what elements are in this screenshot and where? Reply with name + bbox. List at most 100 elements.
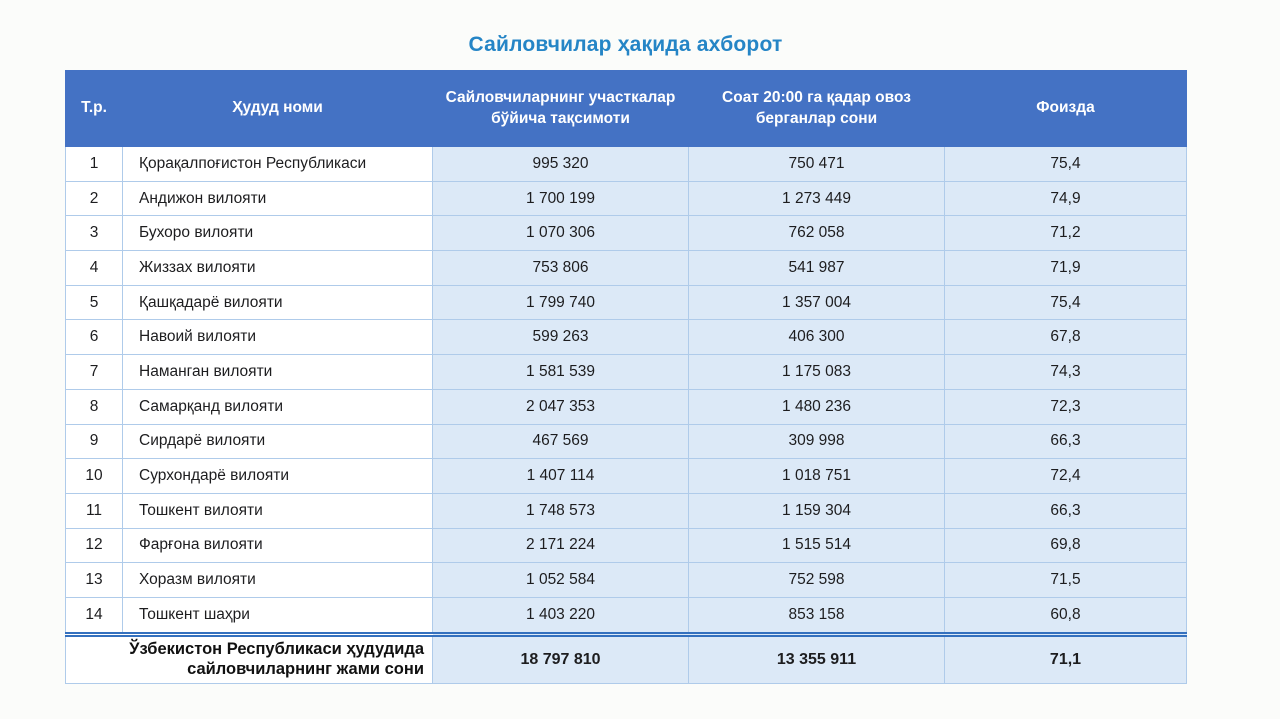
header-col-percent: Фоизда [944, 70, 1187, 147]
voters-count: 2 171 224 [432, 527, 689, 564]
voters-count: 467 569 [432, 423, 689, 460]
voters-count: 1 581 539 [432, 354, 689, 390]
header-col-voted: Соат 20:00 га қадар овоз берганлар сони [688, 70, 945, 147]
header-row: Т.р. Ҳудуд номи Сайловчиларнинг участкал… [65, 70, 1187, 147]
percent-value: 66,3 [944, 492, 1187, 529]
page-title: Сайловчилар ҳақида ахборот [468, 33, 783, 56]
voters-count: 1 799 740 [432, 284, 689, 321]
region-name: Тошкент вилояти [122, 492, 433, 529]
table-row: 11 Тошкент вилояти 1 748 573 1 159 304 66,3 [65, 492, 1187, 529]
table-row: 1 Қорақалпоғистон Республикаси 995 320 750 … [65, 146, 1187, 182]
voters-count: 1 070 306 [432, 215, 689, 252]
row-number: 4 [65, 250, 123, 286]
voters-count: 2 047 353 [432, 388, 689, 425]
voters-count: 995 320 [432, 146, 689, 182]
percent-value: 67,8 [944, 319, 1187, 356]
percent-value: 71,5 [944, 562, 1187, 598]
region-name: Навоий вилояти [122, 319, 433, 356]
percent-value: 66,3 [944, 423, 1187, 460]
voted-count: 1 480 236 [688, 388, 945, 425]
table-row: 2 Андижон вилояти 1 700 199 1 273 449 74,9 [65, 180, 1187, 217]
percent-value: 71,9 [944, 250, 1187, 286]
voted-count: 762 058 [688, 215, 945, 252]
row-number: 2 [65, 180, 123, 217]
voters-count: 1 052 584 [432, 562, 689, 598]
row-number: 3 [65, 215, 123, 252]
table-footer: Ўзбекистон Республикаси ҳудудида сайловч… [65, 631, 1187, 684]
region-name: Бухоро вилояти [122, 215, 433, 252]
percent-value: 69,8 [944, 527, 1187, 564]
table-row: 3 Бухоро вилояти 1 070 306 762 058 71,2 [65, 215, 1187, 252]
voted-count: 1 357 004 [688, 284, 945, 321]
percent-value: 72,3 [944, 388, 1187, 425]
region-name: Андижон вилояти [122, 180, 433, 217]
region-name: Қорақалпоғистон Республикаси [122, 146, 433, 182]
row-number: 1 [65, 146, 123, 182]
percent-value: 60,8 [944, 596, 1187, 635]
region-name: Фарғона вилояти [122, 527, 433, 564]
voted-count: 750 471 [688, 146, 945, 182]
voters-count: 1 700 199 [432, 180, 689, 217]
voted-count: 1 159 304 [688, 492, 945, 529]
table-row: 5 Қашқадарё вилояти 1 799 740 1 357 004 75,4 [65, 284, 1187, 321]
voted-count: 853 158 [688, 596, 945, 635]
voted-count: 1 175 083 [688, 354, 945, 390]
row-number: 14 [65, 596, 123, 635]
voted-count: 752 598 [688, 562, 945, 598]
total-percent-value: 71,1 [944, 631, 1187, 684]
region-name: Тошкент шаҳри [122, 596, 433, 635]
percent-value: 75,4 [944, 146, 1187, 182]
table-row: 7 Наманган вилояти 1 581 539 1 175 083 74,3 [65, 354, 1187, 390]
region-name: Наманган вилояти [122, 354, 433, 390]
region-name: Самарқанд вилояти [122, 388, 433, 425]
row-number: 6 [65, 319, 123, 356]
voted-count: 1 515 514 [688, 527, 945, 564]
header-col-number: Т.р. [65, 70, 123, 147]
voted-count: 1 273 449 [688, 180, 945, 217]
total-label: Ўзбекистон Республикаси ҳудудида сайловч… [65, 631, 433, 684]
table-row: 4 Жиззах вилояти 753 806 541 987 71,9 [65, 250, 1187, 286]
row-number: 5 [65, 284, 123, 321]
voted-count: 309 998 [688, 423, 945, 460]
voters-count: 599 263 [432, 319, 689, 356]
region-name: Хоразм вилояти [122, 562, 433, 598]
voters-count: 1 407 114 [432, 458, 689, 494]
percent-value: 74,9 [944, 180, 1187, 217]
voted-count: 541 987 [688, 250, 945, 286]
row-number: 10 [65, 458, 123, 494]
voters-table: Т.р. Ҳудуд номи Сайловчиларнинг участкал… [65, 70, 1187, 684]
row-number: 12 [65, 527, 123, 564]
region-name: Сирдарё вилояти [122, 423, 433, 460]
table-row: 6 Навоий вилояти 599 263 406 300 67,8 [65, 319, 1187, 356]
percent-value: 75,4 [944, 284, 1187, 321]
row-number: 8 [65, 388, 123, 425]
table-body: 1 Қорақалпоғистон Республикаси 995 320 750 … [65, 146, 1187, 635]
header-col-region: Ҳудуд номи [122, 70, 433, 147]
voters-count: 1 403 220 [432, 596, 689, 635]
table-row: 12 Фарғона вилояти 2 171 224 1 515 514 69,8 [65, 527, 1187, 564]
total-voters-count: 18 797 810 [432, 631, 689, 684]
table-row: 9 Сирдарё вилояти 467 569 309 998 66,3 [65, 423, 1187, 460]
table-row: 14 Тошкент шаҳри 1 403 220 853 158 60,8 [65, 596, 1187, 635]
voters-count: 753 806 [432, 250, 689, 286]
total-voted-count: 13 355 911 [688, 631, 945, 684]
voted-count: 1 018 751 [688, 458, 945, 494]
row-number: 11 [65, 492, 123, 529]
table-header: Т.р. Ҳудуд номи Сайловчиларнинг участкал… [65, 70, 1187, 147]
table-row: 8 Самарқанд вилояти 2 047 353 1 480 236 72,3 [65, 388, 1187, 425]
row-number: 13 [65, 562, 123, 598]
percent-value: 72,4 [944, 458, 1187, 494]
row-number: 7 [65, 354, 123, 390]
percent-value: 71,2 [944, 215, 1187, 252]
table-row: 13 Хоразм вилояти 1 052 584 752 598 71,5 [65, 562, 1187, 598]
header-col-voters: Сайловчиларнинг участкалар бўйича тақсим… [432, 70, 689, 147]
percent-value: 74,3 [944, 354, 1187, 390]
region-name: Сурхондарё вилояти [122, 458, 433, 494]
voters-count: 1 748 573 [432, 492, 689, 529]
row-number: 9 [65, 423, 123, 460]
voted-count: 406 300 [688, 319, 945, 356]
region-name: Жиззах вилояти [122, 250, 433, 286]
total-row: Ўзбекистон Республикаси ҳудудида сайловч… [65, 631, 1187, 684]
region-name: Қашқадарё вилояти [122, 284, 433, 321]
